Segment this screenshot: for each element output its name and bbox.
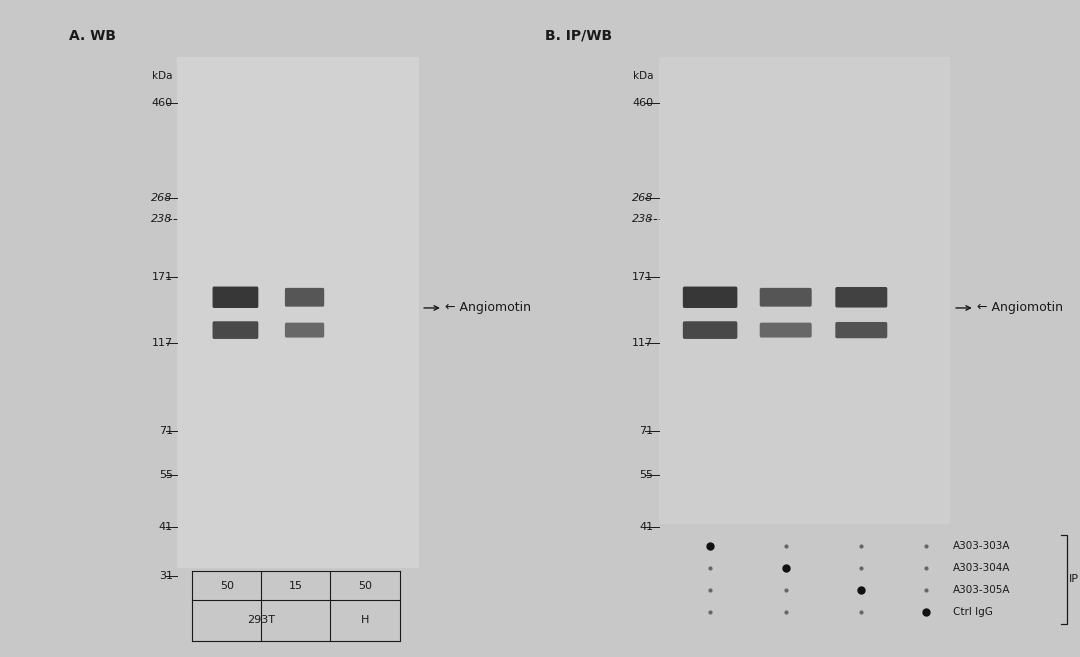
Text: 31: 31 [159, 570, 173, 581]
FancyBboxPatch shape [683, 286, 738, 308]
Text: 460: 460 [151, 99, 173, 108]
Bar [659, 57, 950, 524]
FancyBboxPatch shape [759, 288, 812, 307]
Text: 293T: 293T [247, 615, 275, 625]
Text: 41: 41 [159, 522, 173, 532]
Text: kDa: kDa [633, 72, 653, 81]
Text: 55: 55 [159, 470, 173, 480]
Text: Ctrl IgG: Ctrl IgG [954, 607, 993, 618]
Text: 268: 268 [151, 193, 173, 203]
Text: 460: 460 [632, 99, 653, 108]
Text: A303-305A: A303-305A [954, 585, 1011, 595]
Text: 50: 50 [220, 581, 233, 591]
FancyBboxPatch shape [285, 323, 324, 338]
Text: 117: 117 [151, 338, 173, 348]
Text: A303-304A: A303-304A [954, 563, 1011, 573]
Text: ← Angiomotin: ← Angiomotin [977, 302, 1064, 315]
Text: 117: 117 [632, 338, 653, 348]
Text: A303-303A: A303-303A [954, 541, 1011, 551]
Text: IP: IP [1069, 574, 1079, 584]
FancyBboxPatch shape [835, 287, 888, 307]
Bar [177, 57, 419, 568]
FancyBboxPatch shape [213, 321, 258, 339]
Text: 71: 71 [159, 426, 173, 436]
FancyBboxPatch shape [835, 322, 888, 338]
Text: B. IP/WB: B. IP/WB [545, 29, 612, 43]
FancyBboxPatch shape [683, 321, 738, 339]
Text: 41: 41 [639, 522, 653, 532]
Text: 171: 171 [632, 271, 653, 282]
Text: 15: 15 [289, 581, 302, 591]
FancyBboxPatch shape [213, 286, 258, 308]
Text: kDa: kDa [152, 72, 173, 81]
Text: A. WB: A. WB [69, 29, 117, 43]
Text: 50: 50 [359, 581, 372, 591]
FancyBboxPatch shape [285, 288, 324, 307]
Text: ← Angiomotin: ← Angiomotin [445, 302, 531, 315]
Text: 55: 55 [639, 470, 653, 480]
Text: 268: 268 [632, 193, 653, 203]
FancyBboxPatch shape [759, 323, 812, 338]
Text: 238: 238 [151, 214, 173, 224]
Text: 238: 238 [632, 214, 653, 224]
Text: 171: 171 [151, 271, 173, 282]
Text: 71: 71 [639, 426, 653, 436]
Text: H: H [361, 615, 369, 625]
